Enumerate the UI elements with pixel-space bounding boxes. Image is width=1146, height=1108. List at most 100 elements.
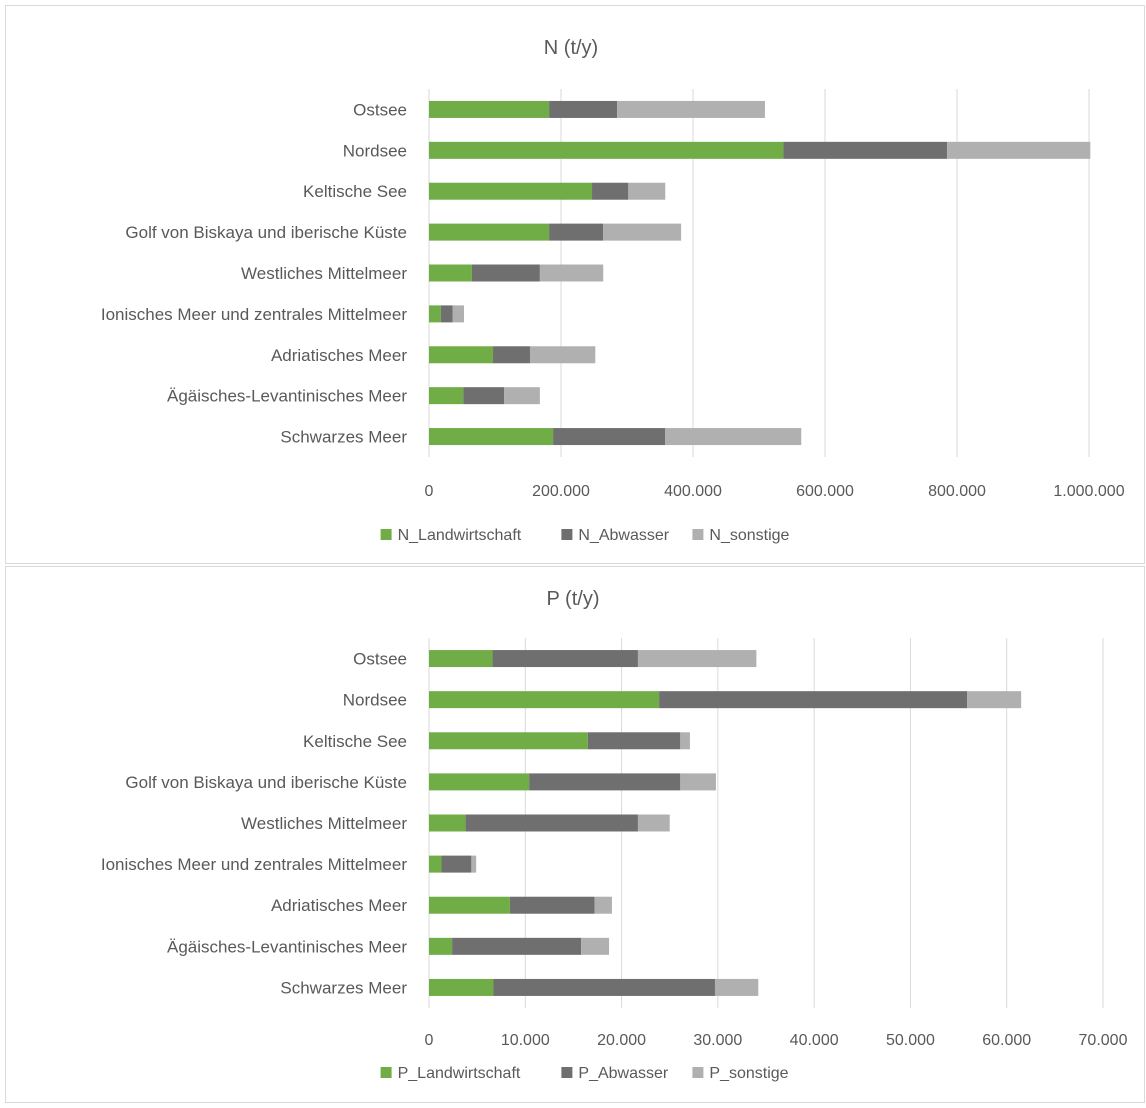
chart-1-legend-swatch [561,1067,573,1078]
chart-0-category-label: Westliches Mittelmeer [241,264,407,283]
chart-1-bar-p-sonstige [680,773,716,791]
chart-0-legend-label: N_Abwasser [578,527,669,544]
chart-1-bar-p-abwasser [493,978,715,996]
chart-0-bar-n-sonstige [529,346,596,364]
chart-0-bar-n-sonstige [628,182,666,200]
chart-1-tick-label: 30.000 [693,1032,742,1049]
chart-0-bar-n-abwasser [463,387,505,405]
chart-0-category-label: Ägäisches-Levantinisches Meer [167,387,407,406]
chart-0-bar-n-landwirtschaft [429,305,441,323]
chart-1-bar-p-landwirtschaft [429,978,494,996]
chart-1-bar-p-sonstige [471,855,477,873]
chart-1-title: P (t/y) [547,588,600,610]
chart-0-bar-n-landwirtschaft [429,100,550,118]
chart-1-category-label: Golf von Biskaya und iberische Küste [125,773,407,792]
chart-1-bar-p-sonstige [967,691,1022,709]
chart-0-bar-n-abwasser [471,264,540,282]
chart-0-bar-n-landwirtschaft [429,223,550,241]
chart-0-tick-label: 600.000 [796,483,854,500]
chart-0-bar-n-sonstige [504,387,540,405]
chart-1-bar-p-abwasser [452,937,582,955]
chart-0-bar-n-sonstige [603,223,682,241]
chart-0-legend-swatch [692,529,704,540]
chart-1-bar-p-sonstige [581,937,610,955]
chart-0-category-label: Adriatisches Meer [271,346,407,365]
chart-1-category-label: Ostsee [353,650,407,669]
chart-0-tick-label: 400.000 [664,483,722,500]
chart-1-category-label: Keltische See [303,732,407,751]
chart-n: N (t/y) 0 200.000 400.000 600.000 800.000 1.00… [5,5,1145,564]
chart-0-tick-label: 200.000 [532,483,590,500]
chart-1-legend-label: P_sonstige [709,1065,788,1082]
chart-0-category-label: Nordsee [343,141,407,160]
chart-0-category-label: Ostsee [353,100,407,119]
chart-1-category-label: Schwarzes Meer [280,978,407,997]
chart-1-bar-p-sonstige [637,650,757,668]
chart-0-bar-n-sonstige [617,100,765,118]
chart-1-tick-label: 60.000 [982,1032,1031,1049]
chart-1-bar-p-abwasser [465,814,638,832]
chart-0-bar-n-abwasser [553,428,666,446]
chart-0-bar-n-sonstige [665,428,802,446]
chart-1-bar-p-abwasser [659,691,968,709]
chart-0-bar-n-landwirtschaft [429,182,593,200]
chart-1-bar-p-abwasser [492,650,638,668]
chart-0-bar-n-abwasser [549,100,618,118]
chart-0-bar-n-abwasser [592,182,629,200]
chart-0-category-label: Schwarzes Meer [280,428,407,447]
chart-1-bar-p-landwirtschaft [429,650,493,668]
chart-1-bar-p-sonstige [594,896,612,914]
chart-n-svg: N (t/y) 0 200.000 400.000 600.000 800.000 1.00… [101,37,1125,544]
chart-0-bar-n-sonstige [452,305,464,323]
chart-1-category-label: Ionisches Meer und zentrales Mittelmeer [101,855,407,874]
chart-0-bar-n-abwasser [440,305,453,323]
chart-0-bar-n-landwirtschaft [429,387,464,405]
chart-1-bar-p-abwasser [529,773,681,791]
chart-1-legend-label: P_Abwasser [578,1065,668,1082]
chart-1-bar-p-sonstige [637,814,670,832]
chart-0-legend-label: N_Landwirtschaft [398,527,522,544]
chart-1-bar-p-landwirtschaft [429,855,442,873]
chart-0-bar-n-sonstige [947,141,1091,159]
chart-1-category-label: Westliches Mittelmeer [241,814,407,833]
chart-0-legend-swatch [380,529,392,540]
chart-1-bar-p-sonstige [680,732,690,750]
chart-0-tick-label: 1.000.000 [1053,483,1124,500]
chart-1-legend-label: P_Landwirtschaft [398,1065,521,1082]
chart-p: P (t/y) 0 10.000 20.000 30.000 40.000 50.000 60… [5,566,1145,1103]
chart-1-tick-label: 40.000 [790,1032,839,1049]
chart-1-bar-p-landwirtschaft [429,814,466,832]
chart-1-bar-p-abwasser [441,855,472,873]
chart-0-bar-n-abwasser [493,346,530,364]
chart-0-bar-n-landwirtschaft [429,264,472,282]
chart-1-bar-p-abwasser [587,732,681,750]
chart-1-category-label: Adriatisches Meer [271,896,407,915]
chart-1-bar-p-landwirtschaft [429,896,510,914]
chart-1-bar-p-landwirtschaft [429,691,660,709]
chart-0-bar-n-sonstige [539,264,604,282]
chart-1-legend-swatch [380,1067,392,1078]
chart-1-tick-label: 70.000 [1079,1032,1128,1049]
chart-0-bar-n-abwasser [783,141,948,159]
chart-1-bar-p-sonstige [714,978,759,996]
chart-1-bar-p-abwasser [509,896,595,914]
chart-1-legend-swatch [692,1067,704,1078]
chart-0-bar-n-abwasser [549,223,604,241]
chart-0-category-label: Keltische See [303,182,407,201]
chart-0-category-label: Golf von Biskaya und iberische Küste [125,223,407,242]
chart-1-tick-label: 50.000 [886,1032,935,1049]
chart-0-legend-swatch [561,529,573,540]
chart-1-category-label: Ägäisches-Levantinisches Meer [167,937,407,956]
chart-p-svg: P (t/y) 0 10.000 20.000 30.000 40.000 50.000 60… [101,588,1128,1082]
chart-0-bar-n-landwirtschaft [429,346,494,364]
chart-1-tick-label: 20.000 [597,1032,646,1049]
chart-1-bar-p-landwirtschaft [429,937,453,955]
chart-0-category-label: Ionisches Meer und zentrales Mittelmeer [101,305,407,324]
chart-0-bar-n-landwirtschaft [429,141,784,159]
chart-1-category-label: Nordsee [343,691,407,710]
chart-0-title: N (t/y) [544,37,598,59]
chart-0-tick-label: 0 [425,483,434,500]
chart-1-bar-p-landwirtschaft [429,773,530,791]
chart-0-tick-label: 800.000 [928,483,986,500]
chart-0-legend-label: N_sonstige [709,527,789,544]
